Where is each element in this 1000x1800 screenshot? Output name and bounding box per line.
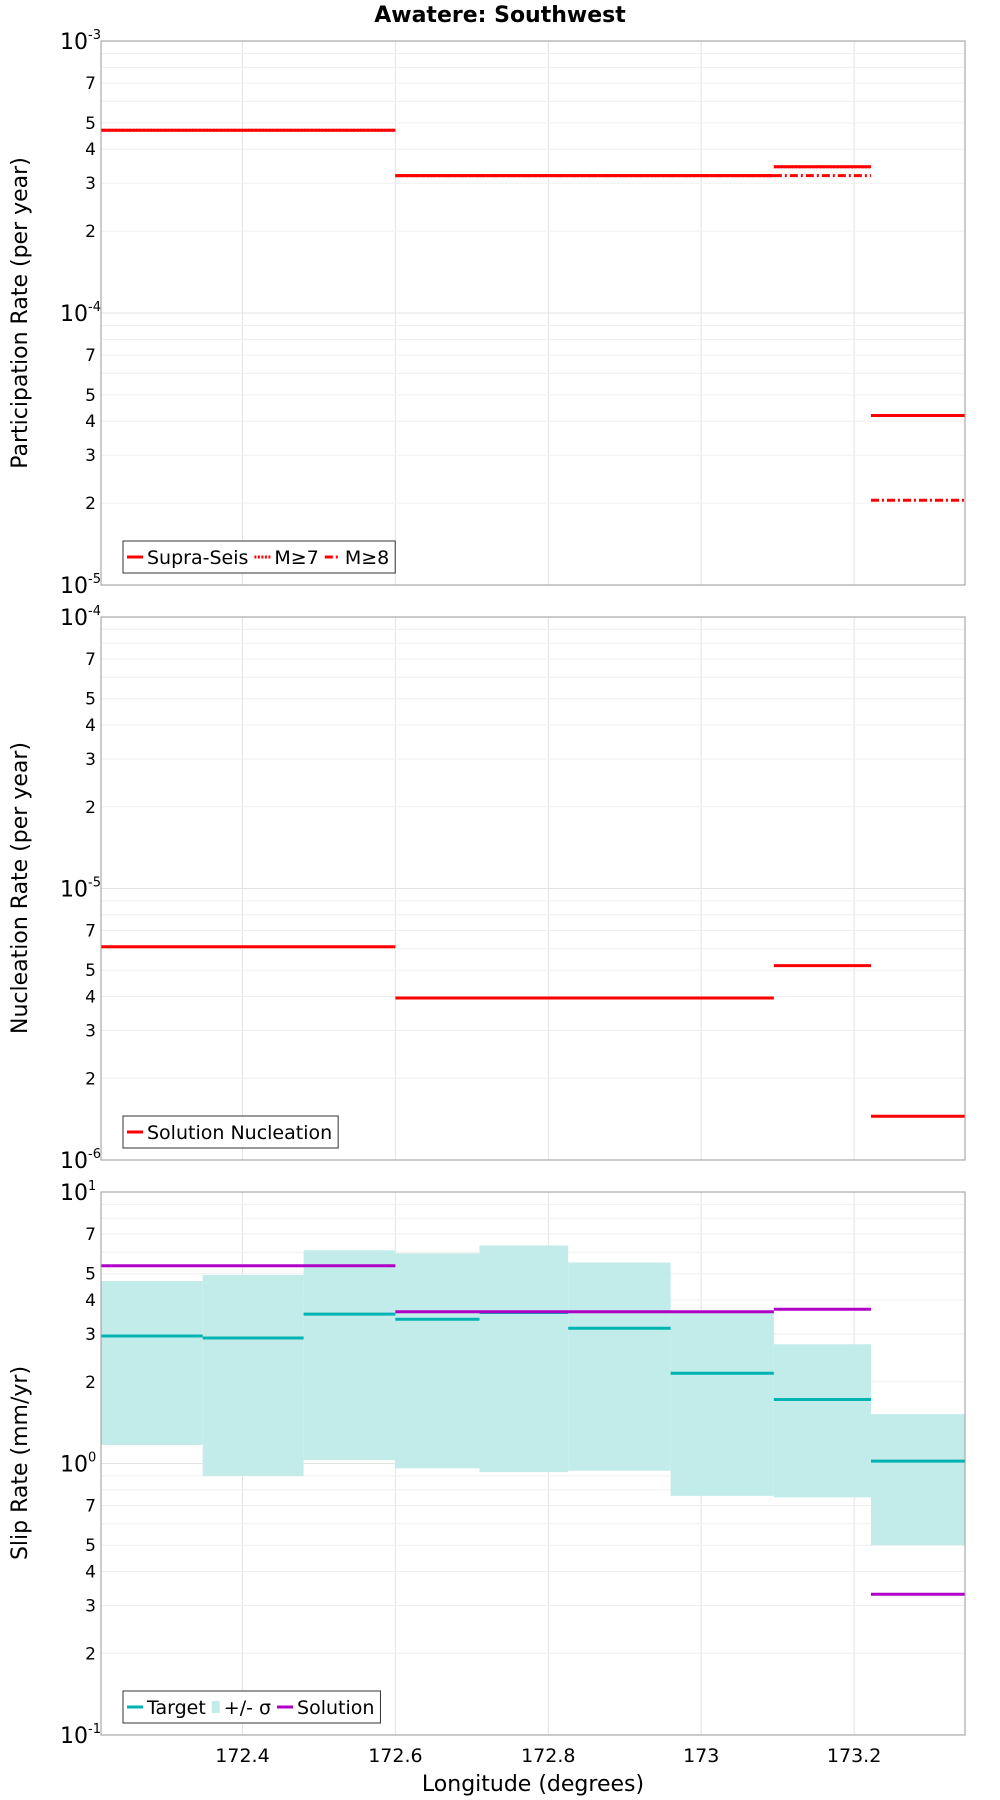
legend-frame: [122, 1115, 339, 1149]
y-tick-label: 7: [85, 346, 96, 366]
legend-label: Supra-Seis: [147, 547, 248, 569]
y-tick-label: 2: [85, 1644, 96, 1664]
y-tick-label: 5: [85, 1265, 96, 1285]
y-decade-mantissa: 10: [60, 302, 88, 327]
y-decade-mantissa: 10: [60, 30, 88, 55]
y-tick-label: 7: [85, 74, 96, 94]
y-decade-exponent: -5: [88, 876, 101, 891]
sigma-band: [101, 1281, 203, 1445]
y-axis-label: Slip Rate (mm/yr): [8, 1366, 33, 1560]
sigma-band: [395, 1253, 480, 1469]
plot-frame: [100, 616, 966, 1161]
legend: Solution Nucleation: [122, 1115, 339, 1149]
y-tick-label: 2: [85, 1373, 96, 1393]
y-decade-label: 10-1: [60, 1722, 101, 1749]
x-tick-label: 173.2: [827, 1745, 881, 1767]
y-axis-label: Nucleation Rate (per year): [8, 742, 33, 1034]
x-tick-label: 172.8: [521, 1745, 575, 1767]
y-decade-exponent: 1: [88, 1179, 96, 1194]
y-tick-label: 4: [85, 1563, 96, 1583]
sigma-band: [670, 1310, 774, 1496]
y-tick-label: 7: [85, 650, 96, 670]
y-decade-label: 10-5: [60, 572, 101, 599]
y-decade-mantissa: 10: [60, 1724, 88, 1749]
sigma-band: [479, 1245, 569, 1473]
y-tick-label: 4: [85, 140, 96, 160]
y-tick-label: 7: [85, 1225, 96, 1245]
y-decade-exponent: -4: [88, 604, 101, 619]
legend-label: Solution Nucleation: [147, 1122, 332, 1144]
sigma-band: [773, 1344, 871, 1498]
y-tick-label: 5: [85, 690, 96, 710]
y-tick-label: 5: [85, 114, 96, 134]
x-axis-ticks: 172.4 172.6 172.8 173 173.2: [215, 1745, 881, 1767]
sigma-band: [568, 1262, 671, 1471]
sigma-band: [202, 1274, 304, 1476]
plot-frame: [100, 40, 966, 586]
legend-swatch: [211, 1701, 220, 1713]
x-tick-label: 172.6: [368, 1745, 422, 1767]
y-tick-label: 3: [85, 750, 96, 770]
y-axis-label: Participation Rate (per year): [8, 157, 33, 469]
y-decade-exponent: -4: [88, 300, 101, 315]
y-decade-exponent: -1: [88, 1722, 101, 1737]
legend-label: Target: [146, 1697, 206, 1719]
x-axis-label: Longitude (degrees): [422, 1772, 644, 1797]
y-decade-label: 10-5: [60, 876, 101, 903]
y-decade-label: 10-3: [60, 28, 101, 55]
sigma-band: [870, 1414, 965, 1546]
y-decade-label: 10-4: [60, 300, 101, 327]
y-decade-label: 101: [60, 1179, 96, 1206]
x-tick-label: 173: [683, 1745, 719, 1767]
y-decade-exponent: -6: [88, 1147, 101, 1162]
legend-label: M≥7: [274, 547, 318, 569]
y-decade-label: 100: [60, 1451, 96, 1478]
y-tick-label: 5: [85, 961, 96, 981]
y-decade-exponent: -5: [88, 572, 101, 587]
y-tick-label: 5: [85, 1536, 96, 1556]
y-decade-exponent: 0: [88, 1451, 96, 1466]
y-tick-label: 3: [85, 174, 96, 194]
y-tick-label: 2: [85, 1069, 96, 1089]
legend-frame: [122, 1690, 381, 1724]
y-decade-label: 10-6: [60, 1147, 101, 1174]
legend: Target +/- σ Solution: [122, 1690, 381, 1724]
y-decade-label: 10-4: [60, 604, 101, 631]
y-decade-mantissa: 10: [60, 1149, 88, 1174]
y-tick-label: 4: [85, 1291, 96, 1311]
legend-label: Solution: [297, 1697, 374, 1719]
y-decade-mantissa: 10: [60, 1181, 88, 1206]
y-tick-label: 2: [85, 798, 96, 818]
y-tick-label: 3: [85, 1596, 96, 1616]
y-decade-mantissa: 10: [60, 1453, 88, 1478]
y-tick-label: 3: [85, 1325, 96, 1345]
y-tick-label: 7: [85, 922, 96, 942]
y-decade-exponent: -3: [88, 28, 101, 43]
y-tick-label: 3: [85, 446, 96, 466]
legend-label: M≥8: [345, 547, 389, 569]
sigma-band: [303, 1250, 396, 1461]
chart-title: Awatere: Southwest: [374, 3, 626, 28]
y-tick-label: 2: [85, 494, 96, 514]
y-decade-mantissa: 10: [60, 878, 88, 903]
y-tick-label: 7: [85, 1497, 96, 1517]
legend: Supra-Seis M≥7 M≥8: [122, 540, 396, 574]
y-decade-mantissa: 10: [60, 606, 88, 631]
y-tick-label: 4: [85, 716, 96, 736]
y-tick-label: 3: [85, 1021, 96, 1041]
y-tick-label: 2: [85, 222, 96, 242]
x-tick-label: 172.4: [215, 1745, 269, 1767]
y-tick-label: 4: [85, 988, 96, 1008]
y-tick-label: 4: [85, 412, 96, 432]
y-decade-mantissa: 10: [60, 574, 88, 599]
plot-frame: [100, 1191, 966, 1736]
y-tick-label: 5: [85, 386, 96, 406]
legend-label: +/- σ: [224, 1697, 271, 1719]
